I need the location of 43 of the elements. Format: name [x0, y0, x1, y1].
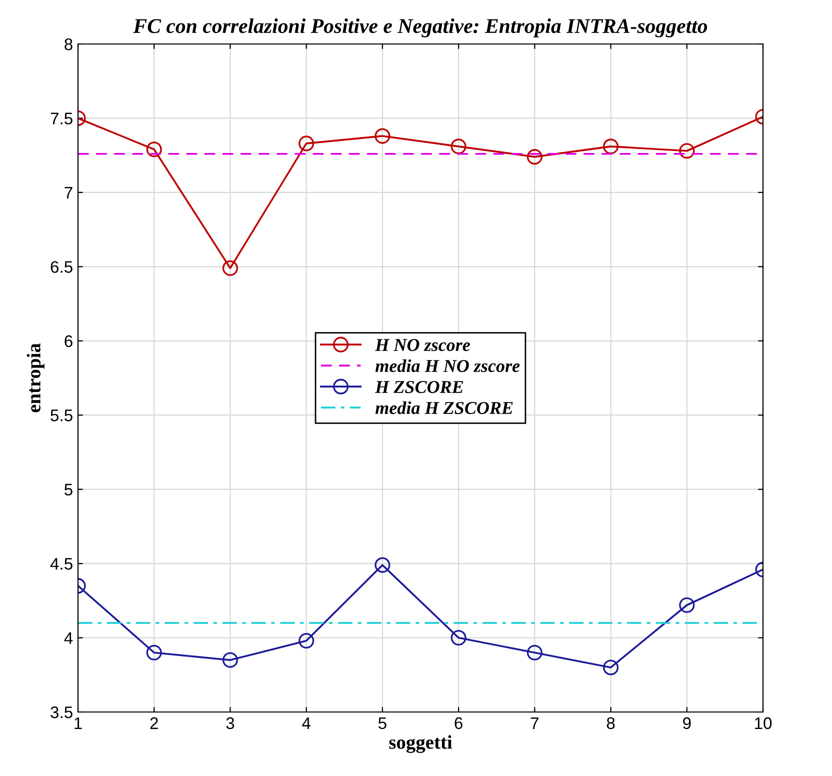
y-tick-label: 6 [64, 335, 72, 348]
x-tick-label: 10 [755, 717, 772, 730]
y-tick-label: 3.5 [50, 706, 72, 718]
legend-label: media H ZSCORE [375, 401, 513, 414]
point [298, 136, 314, 152]
legend-label: H ZSCORE [374, 380, 464, 394]
legend-label: H NO zscore [374, 338, 470, 352]
legend-label: media H NO zscore [375, 359, 520, 372]
point [679, 597, 695, 613]
x-tick-label: 6 [454, 717, 462, 730]
point [679, 143, 695, 159]
chart-title: FC con correlazioni Positive e Negative: Entropia INTRA-soggetto [133, 18, 708, 38]
y-tick-label: 7 [64, 187, 72, 198]
y-tick-label: 4.5 [50, 558, 72, 570]
x-tick-label: 1 [74, 717, 82, 729]
x-tick-label: 9 [683, 717, 691, 730]
point [374, 128, 390, 144]
point [146, 142, 162, 158]
y-axis-title: entropia [26, 343, 44, 412]
point [298, 632, 314, 649]
point [146, 644, 162, 660]
point [222, 652, 238, 668]
y-tick-label: 6.5 [50, 261, 72, 273]
point [526, 644, 542, 660]
point [374, 557, 390, 573]
point [450, 138, 466, 154]
point [526, 149, 542, 165]
y-tick-label: 4 [64, 632, 73, 644]
point [603, 660, 619, 676]
point [603, 138, 619, 154]
y-tick-label: 5 [64, 484, 72, 496]
y-tick-label: 5.5 [50, 410, 72, 422]
x-tick-label: 7 [530, 717, 538, 729]
y-tick-label: 7.5 [50, 112, 72, 124]
x-tick-label: 2 [150, 717, 158, 729]
x-tick-label: 5 [378, 717, 386, 730]
y-tick-label: 8 [64, 38, 72, 50]
x-tick-label: 4 [302, 717, 310, 729]
x-tick-label: 3 [226, 717, 234, 730]
x-axis-title: soggetti [389, 735, 452, 753]
x-tick-label: 8 [606, 717, 615, 730]
point [222, 260, 238, 276]
point [450, 630, 466, 646]
